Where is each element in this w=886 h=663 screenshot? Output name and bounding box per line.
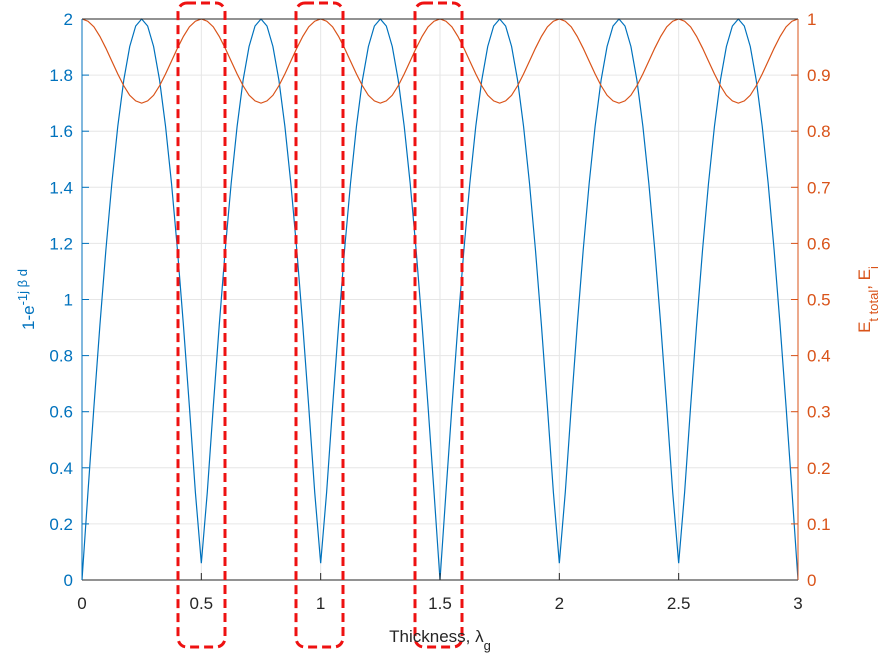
- y-tick-label: 1.8: [49, 66, 73, 85]
- y2-tick-label: 1: [807, 10, 816, 29]
- y2-axis-label-part: i: [866, 266, 881, 269]
- y2-tick-label: 0.7: [807, 178, 831, 197]
- y-axis-label-part: -1j β d: [15, 269, 30, 305]
- y-tick-label: 1.2: [49, 234, 73, 253]
- y2-tick-label: 0: [807, 571, 816, 590]
- y-tick-label: 0.8: [49, 347, 73, 366]
- y2-axis-label-part: t total: [866, 290, 881, 322]
- y2-axis-label-part: E: [855, 322, 874, 333]
- y2-axis-label-part: , E: [855, 269, 874, 290]
- x-tick-label: 0: [77, 594, 86, 613]
- x-tick-label: 1: [316, 594, 325, 613]
- highlight-box: [413, 1, 464, 649]
- x-tick-label: 3: [793, 594, 802, 613]
- y2-tick-label: 0.5: [807, 291, 831, 310]
- grid: [81, 18, 799, 581]
- x-tick-label: 2: [555, 594, 564, 613]
- x-tick-label: 1.5: [428, 594, 452, 613]
- y2-tick-label: 0.1: [807, 515, 831, 534]
- y2-tick-label: 0.9: [807, 66, 831, 85]
- y2-axis-label: Et total, Ei: [855, 266, 881, 333]
- y-tick-label: 0.2: [49, 515, 73, 534]
- y-axis-label-part: 1-e: [19, 305, 38, 330]
- y-tick-label: 2: [64, 10, 73, 29]
- x-tick-label: 2.5: [667, 594, 691, 613]
- y-tick-label: 1: [64, 291, 73, 310]
- y2-tick-label: 0.2: [807, 459, 831, 478]
- y2-tick-label: 0.8: [807, 122, 831, 141]
- x-axis-label: Thickness, λg: [389, 627, 491, 653]
- y-tick-label: 0.6: [49, 403, 73, 422]
- highlight-box: [294, 1, 345, 649]
- x-axis-label-part: g: [484, 638, 491, 653]
- y-tick-label: 0: [64, 571, 73, 590]
- x-tick-label: 0.5: [190, 594, 214, 613]
- y2-tick-label: 0.6: [807, 234, 831, 253]
- y-axis-label: 1-e-1j β d: [15, 269, 39, 330]
- y-tick-label: 0.4: [49, 459, 73, 478]
- axes: 0 0.5 1 1.5 2 2.5 300.20.40.60.811.21.41.61.82…: [49, 10, 830, 613]
- highlight-box: [176, 1, 227, 649]
- y-tick-label: 1.6: [49, 122, 73, 141]
- y2-tick-label: 0.3: [807, 403, 831, 422]
- x-axis-label-part: Thickness, λ: [389, 627, 484, 646]
- y2-tick-label: 0.4: [807, 347, 831, 366]
- y-tick-label: 1.4: [49, 178, 73, 197]
